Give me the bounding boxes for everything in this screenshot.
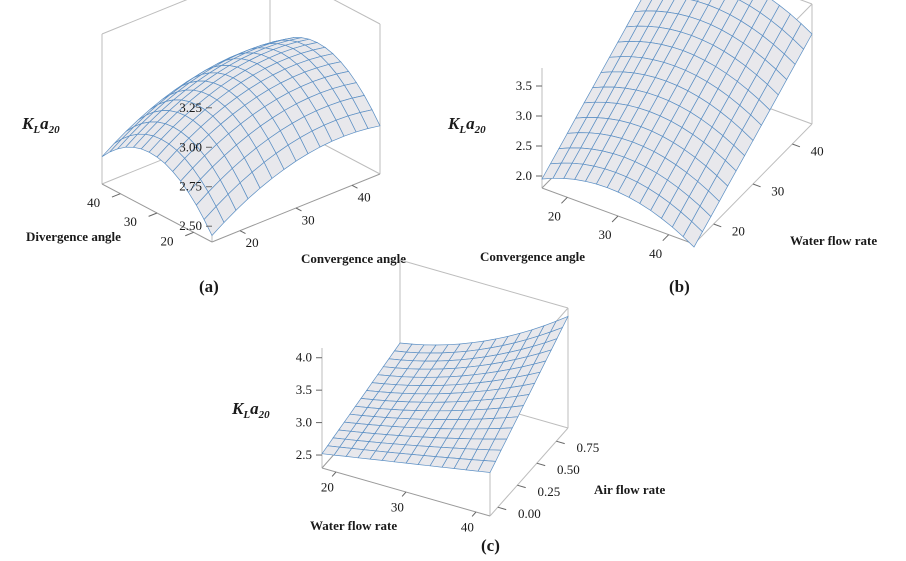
z-tick-label: 2.75 — [179, 179, 202, 194]
z-tick-label: 3.5 — [296, 382, 312, 397]
box-edge — [399, 259, 569, 309]
y-tick-mark — [497, 506, 507, 511]
x-tick-mark — [471, 511, 477, 517]
surface-plot-c: 20 30 40 0.00 0.25 0.50 0.75 2.5 3.0 3.5 4.0 KLa20… — [231, 259, 665, 555]
plot-c-panel-label: (c) — [481, 536, 500, 555]
surface-plot-b: 20 30 40 20 30 40 2.0 2.5 3.0 3.5 KLa20 Convergen… — [447, 0, 877, 296]
y-tick-label: 30 — [124, 214, 137, 229]
y-tick-mark — [713, 223, 722, 228]
z-tick-label: 4.0 — [296, 350, 312, 365]
box-edge — [489, 427, 569, 517]
y-tick-label: 0.75 — [576, 440, 599, 455]
plot-a-z-label: KLa20 — [21, 114, 60, 136]
z-tick-label: 3.0 — [296, 415, 312, 430]
z-tick-label: 3.00 — [179, 139, 202, 154]
y-tick-label: 30 — [771, 184, 784, 199]
plot-a-panel-label: (a) — [199, 277, 219, 296]
z-tick-label: 3.0 — [516, 108, 532, 123]
x-tick-mark — [295, 207, 302, 212]
plot-b-ticks: 20 30 40 20 30 40 2.0 2.5 3.0 3.5 — [516, 78, 824, 261]
y-tick-mark — [517, 484, 526, 489]
y-tick-label: 40 — [811, 144, 824, 159]
x-tick-label: 20 — [548, 209, 561, 224]
y-tick-label: 0.25 — [537, 484, 560, 499]
x-tick-label: 20 — [246, 235, 259, 250]
y-tick-label: 20 — [161, 233, 174, 248]
x-tick-label: 30 — [302, 212, 315, 227]
x-tick-mark — [662, 234, 670, 242]
x-tick-mark — [611, 215, 619, 223]
y-tick-label: 0.50 — [557, 462, 580, 477]
z-tick-label: 2.5 — [296, 447, 312, 462]
plot-a-y-label: Divergence angle — [26, 229, 121, 244]
x-tick-mark — [561, 196, 568, 204]
y-tick-mark — [792, 143, 801, 148]
plot-a-surface — [101, 37, 381, 237]
y-tick-label: 40 — [87, 195, 100, 210]
surface-cell — [321, 445, 341, 456]
y-tick-label: 20 — [732, 224, 745, 239]
plot-c-y-label: Air flow rate — [594, 482, 665, 497]
y-tick-label: 0.00 — [518, 506, 541, 521]
surface-cell — [203, 205, 225, 237]
plot-b-z-label: KLa20 — [447, 114, 486, 136]
plot-a-x-label: Convergence angle — [301, 251, 406, 266]
x-tick-label: 30 — [391, 500, 404, 515]
box-edge — [333, 0, 381, 25]
y-tick-mark — [752, 183, 761, 188]
plot-c-surface — [321, 315, 569, 473]
plot-c-x-label: Water flow rate — [310, 518, 397, 533]
y-tick-mark — [536, 462, 546, 467]
y-tick-mark — [556, 440, 565, 445]
z-tick-label: 3.25 — [179, 100, 202, 115]
surface-cell — [541, 162, 562, 180]
plot-c-ticks: 20 30 40 0.00 0.25 0.50 0.75 2.5 3.0 3.5 4.0 — [296, 350, 599, 535]
z-tick-label: 2.50 — [179, 218, 202, 233]
box-edge — [101, 0, 188, 35]
surface-plot-a: 20 30 40 20 30 40 2.50 2.75 3.00 3.25 KLa20 Diver… — [21, 0, 406, 296]
y-tick-mark — [148, 212, 158, 217]
y-tick-mark — [185, 231, 194, 237]
x-tick-label: 40 — [649, 246, 662, 261]
x-tick-mark — [239, 230, 246, 235]
z-tick-label: 2.0 — [516, 168, 532, 183]
x-tick-label: 30 — [599, 227, 612, 242]
x-tick-mark — [351, 184, 358, 189]
y-tick-mark — [111, 193, 121, 198]
plot-b-panel-label: (b) — [669, 277, 690, 296]
z-tick-label: 2.5 — [516, 138, 532, 153]
plot-a-ticks: 20 30 40 20 30 40 2.50 2.75 3.00 3.25 — [87, 100, 370, 250]
x-tick-label: 20 — [321, 480, 334, 495]
z-tick-label: 3.5 — [516, 78, 532, 93]
plot-c-z-label: KLa20 — [231, 399, 270, 421]
x-tick-label: 40 — [358, 190, 371, 205]
x-tick-mark — [401, 491, 407, 497]
x-tick-label: 40 — [461, 520, 474, 535]
plot-b-x-label: Convergence angle — [480, 249, 585, 264]
plot-b-surface — [541, 0, 813, 248]
plot-b-y-label: Water flow rate — [790, 233, 877, 248]
x-tick-mark — [331, 471, 337, 477]
